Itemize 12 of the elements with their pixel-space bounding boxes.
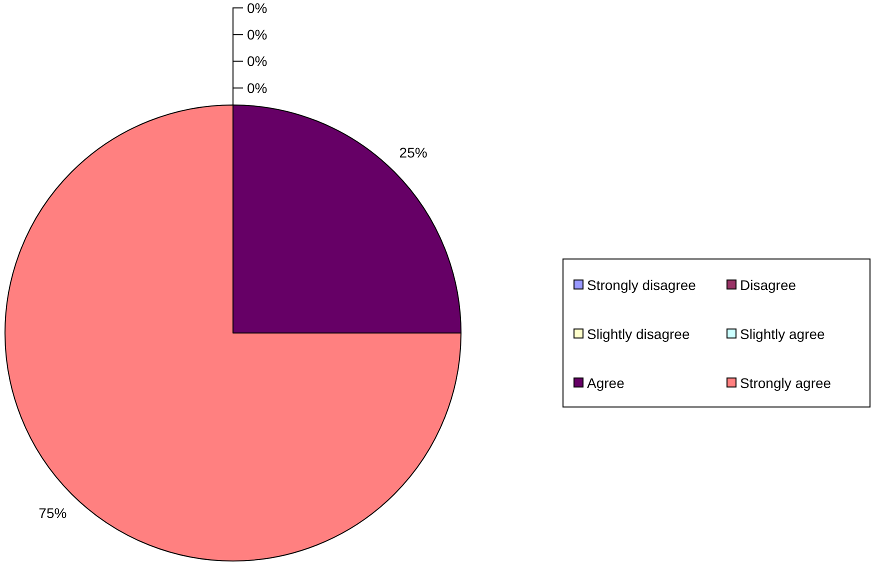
legend-label: Disagree [740, 276, 796, 293]
text: 0% [247, 53, 268, 70]
legend-label: Strongly agree [740, 374, 832, 391]
legend-label: Agree [587, 374, 625, 391]
text: 0% [247, 26, 268, 42]
text: 0% [247, 80, 268, 96]
legend-label: Slightly agree [740, 326, 826, 342]
legend-label: Strongly disagree [587, 276, 696, 293]
data-label: 25% [399, 144, 428, 161]
text: 0% [247, 0, 268, 16]
legend-label: Slightly disagree [587, 326, 690, 342]
data-label: 75% [38, 505, 67, 522]
